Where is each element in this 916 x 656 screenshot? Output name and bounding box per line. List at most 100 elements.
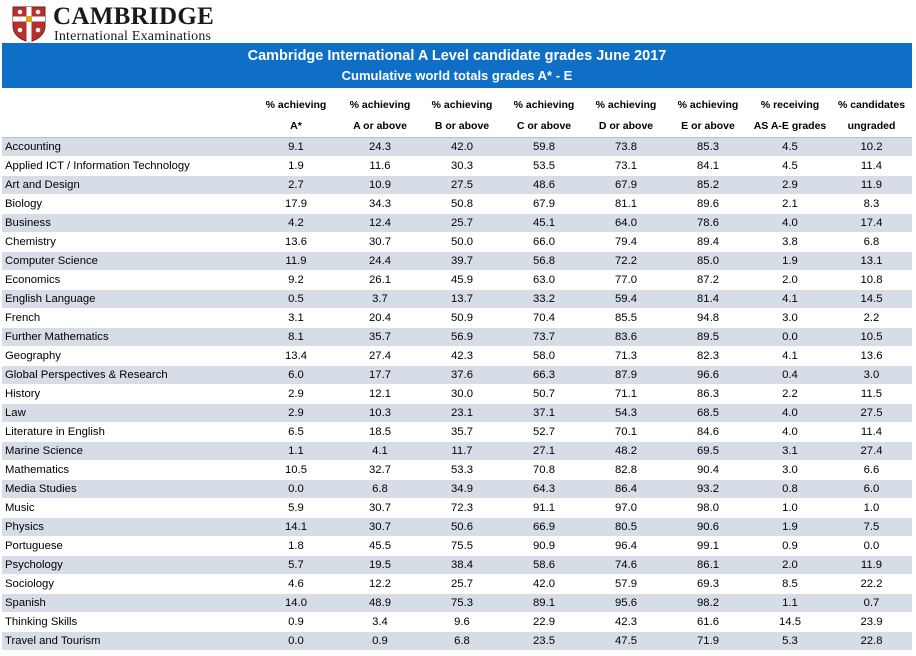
value-cell: 27.5 [421, 175, 503, 195]
value-cell: 0.7 [831, 593, 912, 613]
value-cell: 0.0 [253, 631, 339, 650]
subject-cell: Chemistry [2, 232, 253, 252]
value-cell: 2.0 [749, 270, 831, 290]
value-cell: 14.5 [831, 289, 912, 309]
value-cell: 27.4 [339, 346, 421, 366]
grades-table: % achieving A* % achieving A or above % achi… [2, 94, 912, 650]
cambridge-logo: CAMBRIDGE International Examinations [10, 3, 250, 44]
value-cell: 69.3 [667, 574, 749, 594]
value-cell: 69.5 [667, 441, 749, 461]
value-cell: 3.7 [339, 289, 421, 309]
value-cell: 85.5 [585, 308, 667, 328]
value-cell: 89.6 [667, 194, 749, 214]
value-cell: 8.3 [831, 194, 912, 214]
value-cell: 19.5 [339, 555, 421, 575]
value-cell: 1.0 [831, 498, 912, 518]
value-cell: 18.5 [339, 422, 421, 442]
value-cell: 3.1 [749, 441, 831, 461]
title-banner: Cambridge International A Level candidat… [2, 43, 912, 88]
value-cell: 67.9 [585, 175, 667, 195]
header-line-2: A* [290, 119, 302, 132]
value-cell: 17.9 [253, 194, 339, 214]
value-cell: 17.7 [339, 365, 421, 385]
value-cell: 4.6 [253, 574, 339, 594]
subject-cell: Sociology [2, 574, 253, 594]
value-cell: 89.1 [503, 593, 585, 613]
value-cell: 22.8 [831, 631, 912, 650]
table-row: Psychology 5.7 19.5 38.4 58.6 74.6 86.1 2.0 11.9 [2, 555, 912, 575]
value-cell: 2.9 [749, 175, 831, 195]
header-line-2: AS A-E grades [753, 119, 827, 132]
value-cell: 27.5 [831, 403, 912, 423]
subject-cell: Art and Design [2, 175, 253, 195]
value-cell: 45.5 [339, 536, 421, 556]
value-cell: 13.6 [253, 232, 339, 252]
value-cell: 2.1 [749, 194, 831, 214]
value-cell: 30.3 [421, 156, 503, 176]
subject-cell: Spanish [2, 593, 253, 613]
header-line-1: % achieving [513, 98, 575, 111]
value-cell: 3.0 [749, 460, 831, 480]
header-line-2: ungraded [847, 119, 896, 132]
value-cell: 81.1 [585, 194, 667, 214]
value-cell: 22.2 [831, 574, 912, 594]
value-cell: 23.9 [831, 612, 912, 632]
value-cell: 0.4 [749, 365, 831, 385]
value-cell: 9.6 [421, 612, 503, 632]
value-cell: 30.0 [421, 384, 503, 404]
page-title: Cambridge International A Level candidat… [247, 48, 667, 64]
value-cell: 71.1 [585, 384, 667, 404]
table-row: Media Studies 0.0 6.8 34.9 64.3 86.4 93.2 0.8 6.… [2, 479, 912, 499]
value-cell: 10.5 [253, 460, 339, 480]
value-cell: 23.1 [421, 403, 503, 423]
cambridge-shield-icon [12, 6, 46, 43]
header-cell: % candidates ungraded [831, 94, 912, 138]
value-cell: 6.8 [421, 631, 503, 650]
table-row: Mathematics 10.5 32.7 53.3 70.8 82.8 90.4 3.0 6.… [2, 460, 912, 480]
subject-cell: Business [2, 213, 253, 233]
value-cell: 59.8 [503, 137, 585, 157]
value-cell: 1.9 [749, 251, 831, 271]
value-cell: 38.4 [421, 555, 503, 575]
value-cell: 1.9 [749, 517, 831, 537]
value-cell: 0.9 [253, 612, 339, 632]
value-cell: 1.8 [253, 536, 339, 556]
value-cell: 91.1 [503, 498, 585, 518]
value-cell: 39.7 [421, 251, 503, 271]
value-cell: 48.9 [339, 593, 421, 613]
value-cell: 56.9 [421, 327, 503, 347]
header-cell: % achieving E or above [667, 94, 749, 138]
value-cell: 2.7 [253, 175, 339, 195]
header-cell: % achieving A or above [339, 94, 421, 138]
value-cell: 22.9 [503, 612, 585, 632]
value-cell: 14.0 [253, 593, 339, 613]
subject-cell: Thinking Skills [2, 612, 253, 632]
table-row: Business 4.2 12.4 25.7 45.1 64.0 78.6 4.0 17.4 [2, 213, 912, 233]
subject-cell: Biology [2, 194, 253, 214]
header-line-2: E or above [681, 119, 735, 132]
value-cell: 10.9 [339, 175, 421, 195]
page-subtitle: Cumulative world totals grades A* - E [341, 68, 573, 83]
value-cell: 1.1 [749, 593, 831, 613]
value-cell: 11.9 [831, 175, 912, 195]
value-cell: 50.9 [421, 308, 503, 328]
value-cell: 47.5 [585, 631, 667, 650]
value-cell: 11.9 [253, 251, 339, 271]
value-cell: 85.3 [667, 137, 749, 157]
value-cell: 48.2 [585, 441, 667, 461]
value-cell: 73.7 [503, 327, 585, 347]
value-cell: 24.4 [339, 251, 421, 271]
subject-cell: Geography [2, 346, 253, 366]
value-cell: 70.8 [503, 460, 585, 480]
value-cell: 4.0 [749, 422, 831, 442]
value-cell: 3.4 [339, 612, 421, 632]
value-cell: 72.3 [421, 498, 503, 518]
value-cell: 4.2 [253, 213, 339, 233]
value-cell: 34.9 [421, 479, 503, 499]
value-cell: 32.7 [339, 460, 421, 480]
value-cell: 3.0 [749, 308, 831, 328]
value-cell: 11.6 [339, 156, 421, 176]
value-cell: 6.6 [831, 460, 912, 480]
value-cell: 14.5 [749, 612, 831, 632]
table-row: Physics 14.1 30.7 50.6 66.9 80.5 90.6 1.9 7.5 [2, 517, 912, 537]
